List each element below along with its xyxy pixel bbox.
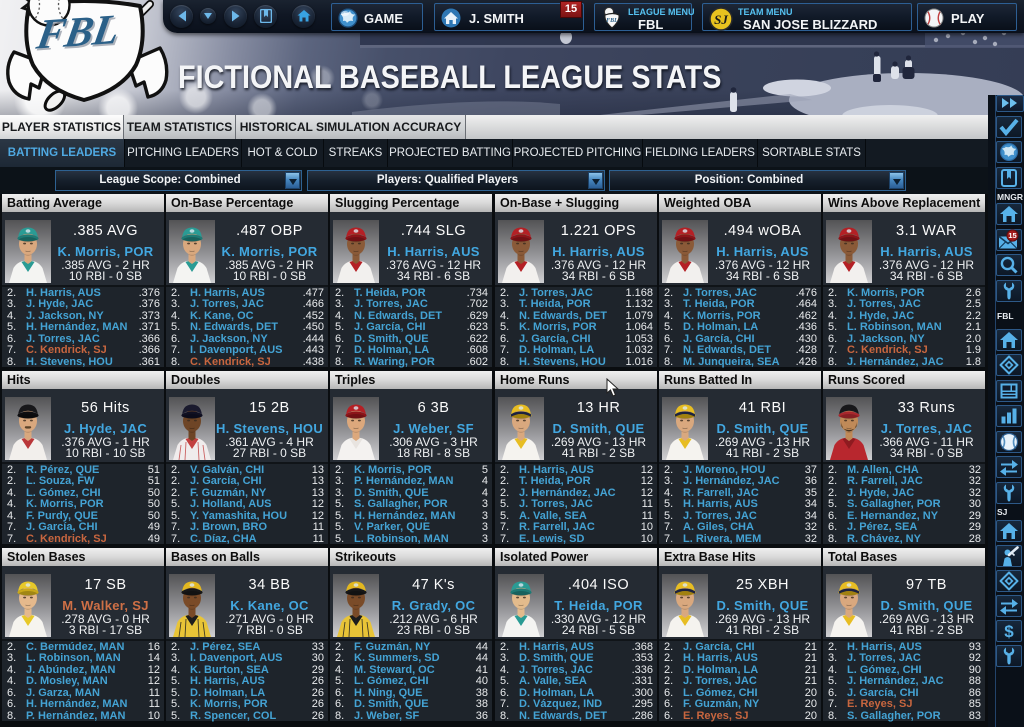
svg-text:SJ: SJ xyxy=(714,12,728,27)
svg-text:$: $ xyxy=(1004,622,1014,641)
svg-text:FBL: FBL xyxy=(606,18,618,24)
svg-text:FBL: FBL xyxy=(32,6,123,59)
svg-text:FBL: FBL xyxy=(34,8,125,61)
svg-text:15: 15 xyxy=(1008,231,1016,240)
